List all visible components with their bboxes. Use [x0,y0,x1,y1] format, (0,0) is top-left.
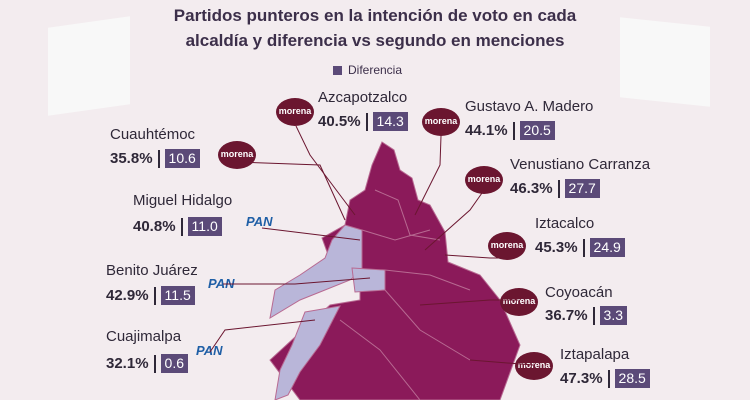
label-coyoacan: Coyoacán [545,284,613,301]
value-cuauhtemoc: 35.8% 10.6 [110,149,200,168]
value-iztapalapa: 47.3% 28.5 [560,369,650,388]
pan-logo: PAN [208,276,235,291]
value-benito-juarez: 42.9% 11.5 [106,286,195,305]
legend-swatch [333,65,342,75]
morena-badge: morena [276,98,314,126]
pan-logo: PAN [196,343,223,358]
value-gustavo-a-madero: 44.1% 20.5 [465,121,555,140]
label-benito-juarez: Benito Juárez [106,262,198,279]
morena-badge: morena [218,141,256,169]
region-pan-cuajimalpa [274,305,341,400]
value-iztacalco: 45.3% 24.9 [535,238,625,257]
value-venustiano-carranza: 46.3% 27.7 [510,179,600,198]
morena-badge: morena [515,352,553,380]
label-gustavo-a-madero: Gustavo A. Madero [465,98,594,115]
region-pan-west [269,224,363,319]
label-iztapalapa: Iztapalapa [560,346,630,363]
morena-badge: morena [500,288,538,316]
morena-badge: morena [422,108,460,136]
label-iztacalco: Iztacalco [535,215,595,232]
legend: Diferencia [333,63,402,77]
value-coyoacan: 36.7% 3.3 [545,306,628,325]
region-borders [339,189,471,400]
label-cuajimalpa: Cuajimalpa [106,328,182,345]
label-azcapotzalco: Azcapotzalco [318,89,408,106]
label-cuauhtemoc: Cuauhtémoc [110,126,196,143]
chart-title-line2: alcaldía y diferencia vs segundo en menc… [185,31,565,50]
value-azcapotzalco: 40.5% 14.3 [318,112,408,131]
value-cuajimalpa: 32.1% 0.6 [106,354,189,373]
label-venustiano-carranza: Venustiano Carranza [510,156,651,173]
value-miguel-hidalgo: 40.8% 11.0 [133,217,222,236]
morena-badge: morena [465,166,503,194]
legend-label: Diferencia [348,63,403,77]
region-pan-benito-juarez [351,267,386,293]
chart-title-line1: Partidos punteros en la intención de vot… [173,6,577,25]
morena-badge: morena [488,232,526,260]
label-miguel-hidalgo: Miguel Hidalgo [133,192,233,209]
pan-logo: PAN [246,214,273,229]
